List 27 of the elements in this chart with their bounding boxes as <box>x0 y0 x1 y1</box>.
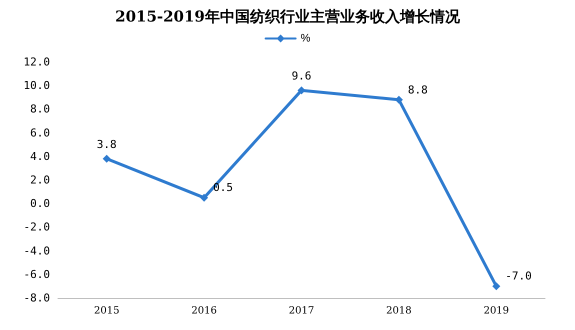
point <box>200 194 208 202</box>
point <box>492 282 500 290</box>
point <box>102 154 111 163</box>
y-tick-label: 2.0 <box>30 174 50 186</box>
data-label: 8.8 <box>408 83 428 96</box>
y-tick-label: 8.0 <box>30 102 50 116</box>
legend-label: % <box>300 32 311 44</box>
x-tick-label: 2016 <box>191 306 217 316</box>
y-tick-label: -8.0 <box>24 292 50 304</box>
data-label: 0.5 <box>213 181 233 194</box>
data-label: -7.0 <box>505 270 532 283</box>
y-tick-label: 12.0 <box>24 56 50 68</box>
data-label: 9.6 <box>292 69 312 82</box>
x-tick-label: 2019 <box>484 306 510 316</box>
x-tick-label: 2015 <box>94 306 120 316</box>
y-tick-label: 4.0 <box>30 150 50 163</box>
data-label: 3.8 <box>96 138 117 151</box>
point <box>298 86 306 94</box>
y-tick-label: -4.0 <box>24 244 50 258</box>
x-tick-label: 2018 <box>386 306 412 316</box>
y-tick-label: -2.0 <box>24 220 50 234</box>
y-tick-label: 0.0 <box>30 197 50 210</box>
x-tick-label: 2017 <box>288 306 314 316</box>
y-tick-label: 6.0 <box>30 126 50 140</box>
y-tick-label: -6.0 <box>24 268 50 281</box>
chart-title: 2015-2019年中国纺织行业主营业务收入增长情况 <box>115 8 461 26</box>
y-tick-label: 10.0 <box>24 79 50 92</box>
